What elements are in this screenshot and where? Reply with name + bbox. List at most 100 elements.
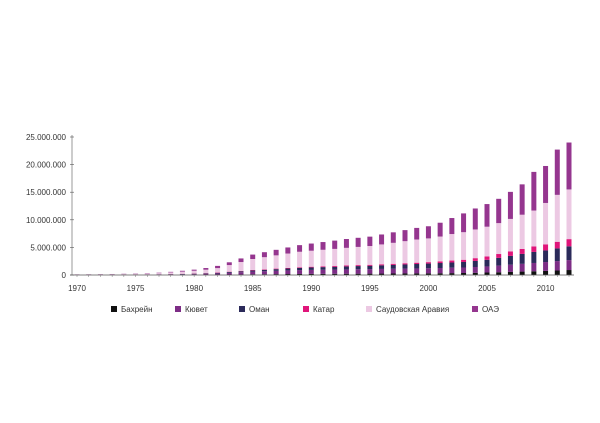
bar-segment: [554, 241, 560, 249]
bar-segment: [355, 269, 361, 274]
bar-segment: [519, 253, 525, 264]
bar-segment: [390, 268, 396, 274]
legend-item: ОАЭ: [472, 305, 499, 314]
bar-segment: [390, 232, 396, 243]
bar-segment: [191, 274, 197, 275]
bar-segment: [566, 260, 572, 271]
bar-segment: [507, 191, 513, 219]
bar-segment: [566, 239, 572, 247]
bar-segment: [543, 244, 549, 251]
bar-segment: [261, 271, 267, 275]
legend-label: Катар: [313, 305, 335, 314]
bar-segment: [367, 273, 373, 275]
bar-segment: [308, 267, 314, 270]
x-tick-label: 2005: [478, 284, 496, 293]
bar-segment: [238, 262, 244, 271]
bar-segment: [484, 226, 490, 257]
bar-segment: [343, 266, 349, 270]
bar-segment: [179, 270, 185, 272]
x-tick-label: 1980: [185, 284, 203, 293]
bar-segment: [543, 270, 549, 275]
bar-segment: [496, 198, 502, 224]
bar-segment: [297, 267, 303, 268]
bar-segment: [425, 262, 431, 264]
bar-segment: [461, 267, 467, 274]
bar-segment: [273, 269, 279, 271]
bar-segment: [355, 237, 361, 247]
bar-segment: [355, 246, 361, 266]
bar-segment: [566, 246, 572, 261]
bar-segment: [449, 273, 455, 275]
bar-segment: [390, 273, 396, 275]
bar-segment: [437, 267, 443, 274]
bar-segment: [543, 262, 549, 271]
bar-segment: [519, 184, 525, 215]
legend-item: Саудовская Аравия: [366, 305, 449, 314]
bar-segment: [402, 268, 408, 274]
bar-segment: [566, 142, 572, 190]
bar-segment: [425, 273, 431, 275]
bar-segment: [437, 222, 443, 237]
bar-segment: [285, 253, 291, 268]
axes-layer: 0 5.000.000 10.000.000 15.000.000 20.000.000…: [26, 133, 574, 293]
bar-segment: [519, 263, 525, 272]
bar-segment: [320, 273, 326, 275]
bar-segment: [461, 261, 467, 268]
y-tick-label: 0: [62, 271, 67, 280]
bar-segment: [402, 230, 408, 242]
bar-segment: [414, 264, 420, 269]
bar-segment: [437, 236, 443, 262]
bar-segment: [543, 202, 549, 245]
bar-segment: [320, 249, 326, 267]
bar-segment: [308, 273, 314, 275]
y-tick-label: 20.000.000: [26, 161, 67, 170]
bar-segment: [273, 255, 279, 269]
bar-segment: [261, 257, 267, 270]
bar-segment: [343, 247, 349, 266]
bar-segment: [343, 269, 349, 274]
bar-segment: [425, 263, 431, 269]
bar-segment: [332, 240, 338, 249]
bar-segment: [332, 273, 338, 275]
bar-segment: [425, 226, 431, 239]
bar-segment: [437, 273, 443, 275]
legend-label: Кювет: [185, 305, 208, 314]
bar-segment: [215, 265, 221, 269]
bar-segment: [414, 227, 420, 240]
legend: Бахрейн Кювет Оман Катар Саудовская Аравия ОА…: [111, 305, 499, 314]
bar-segment: [461, 259, 467, 262]
legend-item: Оман: [239, 305, 270, 314]
bar-segment: [144, 273, 150, 275]
bar-segment: [343, 265, 349, 267]
bar-segment: [250, 254, 256, 259]
bar-segment: [215, 272, 221, 274]
bar-segment: [273, 249, 279, 256]
bar-segment: [484, 256, 490, 260]
bar-segment: [531, 210, 537, 247]
legend-label: Саудовская Аравия: [376, 305, 449, 314]
legend-swatch: [366, 306, 372, 312]
bar-segment: [367, 264, 373, 266]
bar-segment: [554, 270, 560, 275]
bar-segment: [472, 260, 478, 267]
bar-segment: [484, 204, 490, 227]
bar-segment: [554, 194, 560, 242]
y-tick-label: 5.000.000: [30, 243, 66, 252]
x-tick-label: 2000: [420, 284, 438, 293]
bar-segment: [531, 251, 537, 263]
legend-swatch: [111, 306, 117, 312]
bar-segment: [367, 265, 373, 270]
bar-segment: [203, 273, 209, 274]
legend-swatch: [175, 306, 181, 312]
bar-segment: [543, 165, 549, 203]
bar-segment: [332, 269, 338, 274]
y-tick-label: 25.000.000: [26, 133, 67, 142]
legend-label: ОАЭ: [482, 305, 499, 314]
bar-segment: [390, 242, 396, 264]
bar-segment: [566, 270, 572, 275]
bar-segment: [472, 267, 478, 273]
bar-segment: [168, 271, 174, 273]
bar-segment: [554, 248, 560, 262]
bar-segment: [320, 267, 326, 270]
bar-segment: [191, 269, 197, 271]
